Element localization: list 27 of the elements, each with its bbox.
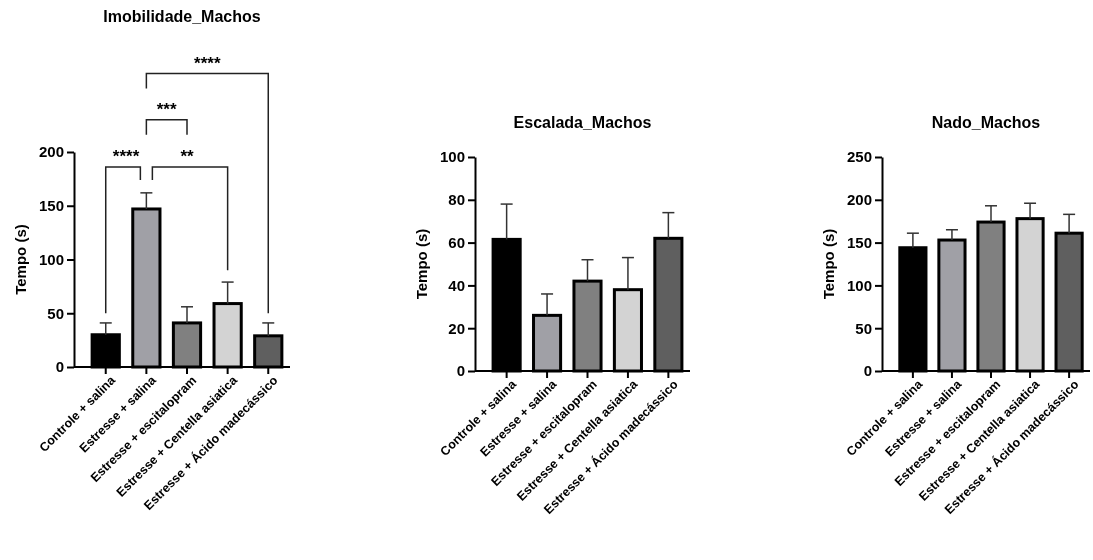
y-axis-title: Tempo (s) xyxy=(413,228,430,300)
y-tick-label: 40 xyxy=(448,276,465,294)
y-tick-label: 250 xyxy=(846,148,872,166)
y-axis-title: Tempo (s) xyxy=(12,224,29,295)
chart-title: Nado_Machos xyxy=(931,114,1041,131)
y-tick-label: 0 xyxy=(863,362,872,380)
y-tick-label: 200 xyxy=(38,143,64,161)
y-tick-label: 100 xyxy=(846,276,872,294)
text: *** xyxy=(156,99,177,119)
y-tick-label: 150 xyxy=(38,197,64,215)
chart-title: Imobilidade_Machos xyxy=(103,8,261,25)
y-tick-label: 80 xyxy=(448,191,465,209)
annotation: ** xyxy=(180,147,194,167)
y-tick-label: 150 xyxy=(846,233,872,251)
y-tick-label: 100 xyxy=(439,148,465,166)
text: **** xyxy=(194,53,221,73)
annotation: **** xyxy=(112,147,140,167)
y-tick-label: 60 xyxy=(448,233,465,251)
y-tick-label: 100 xyxy=(38,250,64,268)
y-tick-label: 50 xyxy=(855,319,872,337)
y-tick-label: 0 xyxy=(456,362,465,380)
y-tick-label: 200 xyxy=(846,191,872,209)
y-tick-label: 0 xyxy=(55,358,64,376)
y-tick-label: 50 xyxy=(47,304,64,322)
chart-title: Escalada_Machos xyxy=(513,114,652,131)
y-tick-label: 20 xyxy=(448,319,465,337)
y-axis-title: Tempo (s) xyxy=(820,228,837,300)
